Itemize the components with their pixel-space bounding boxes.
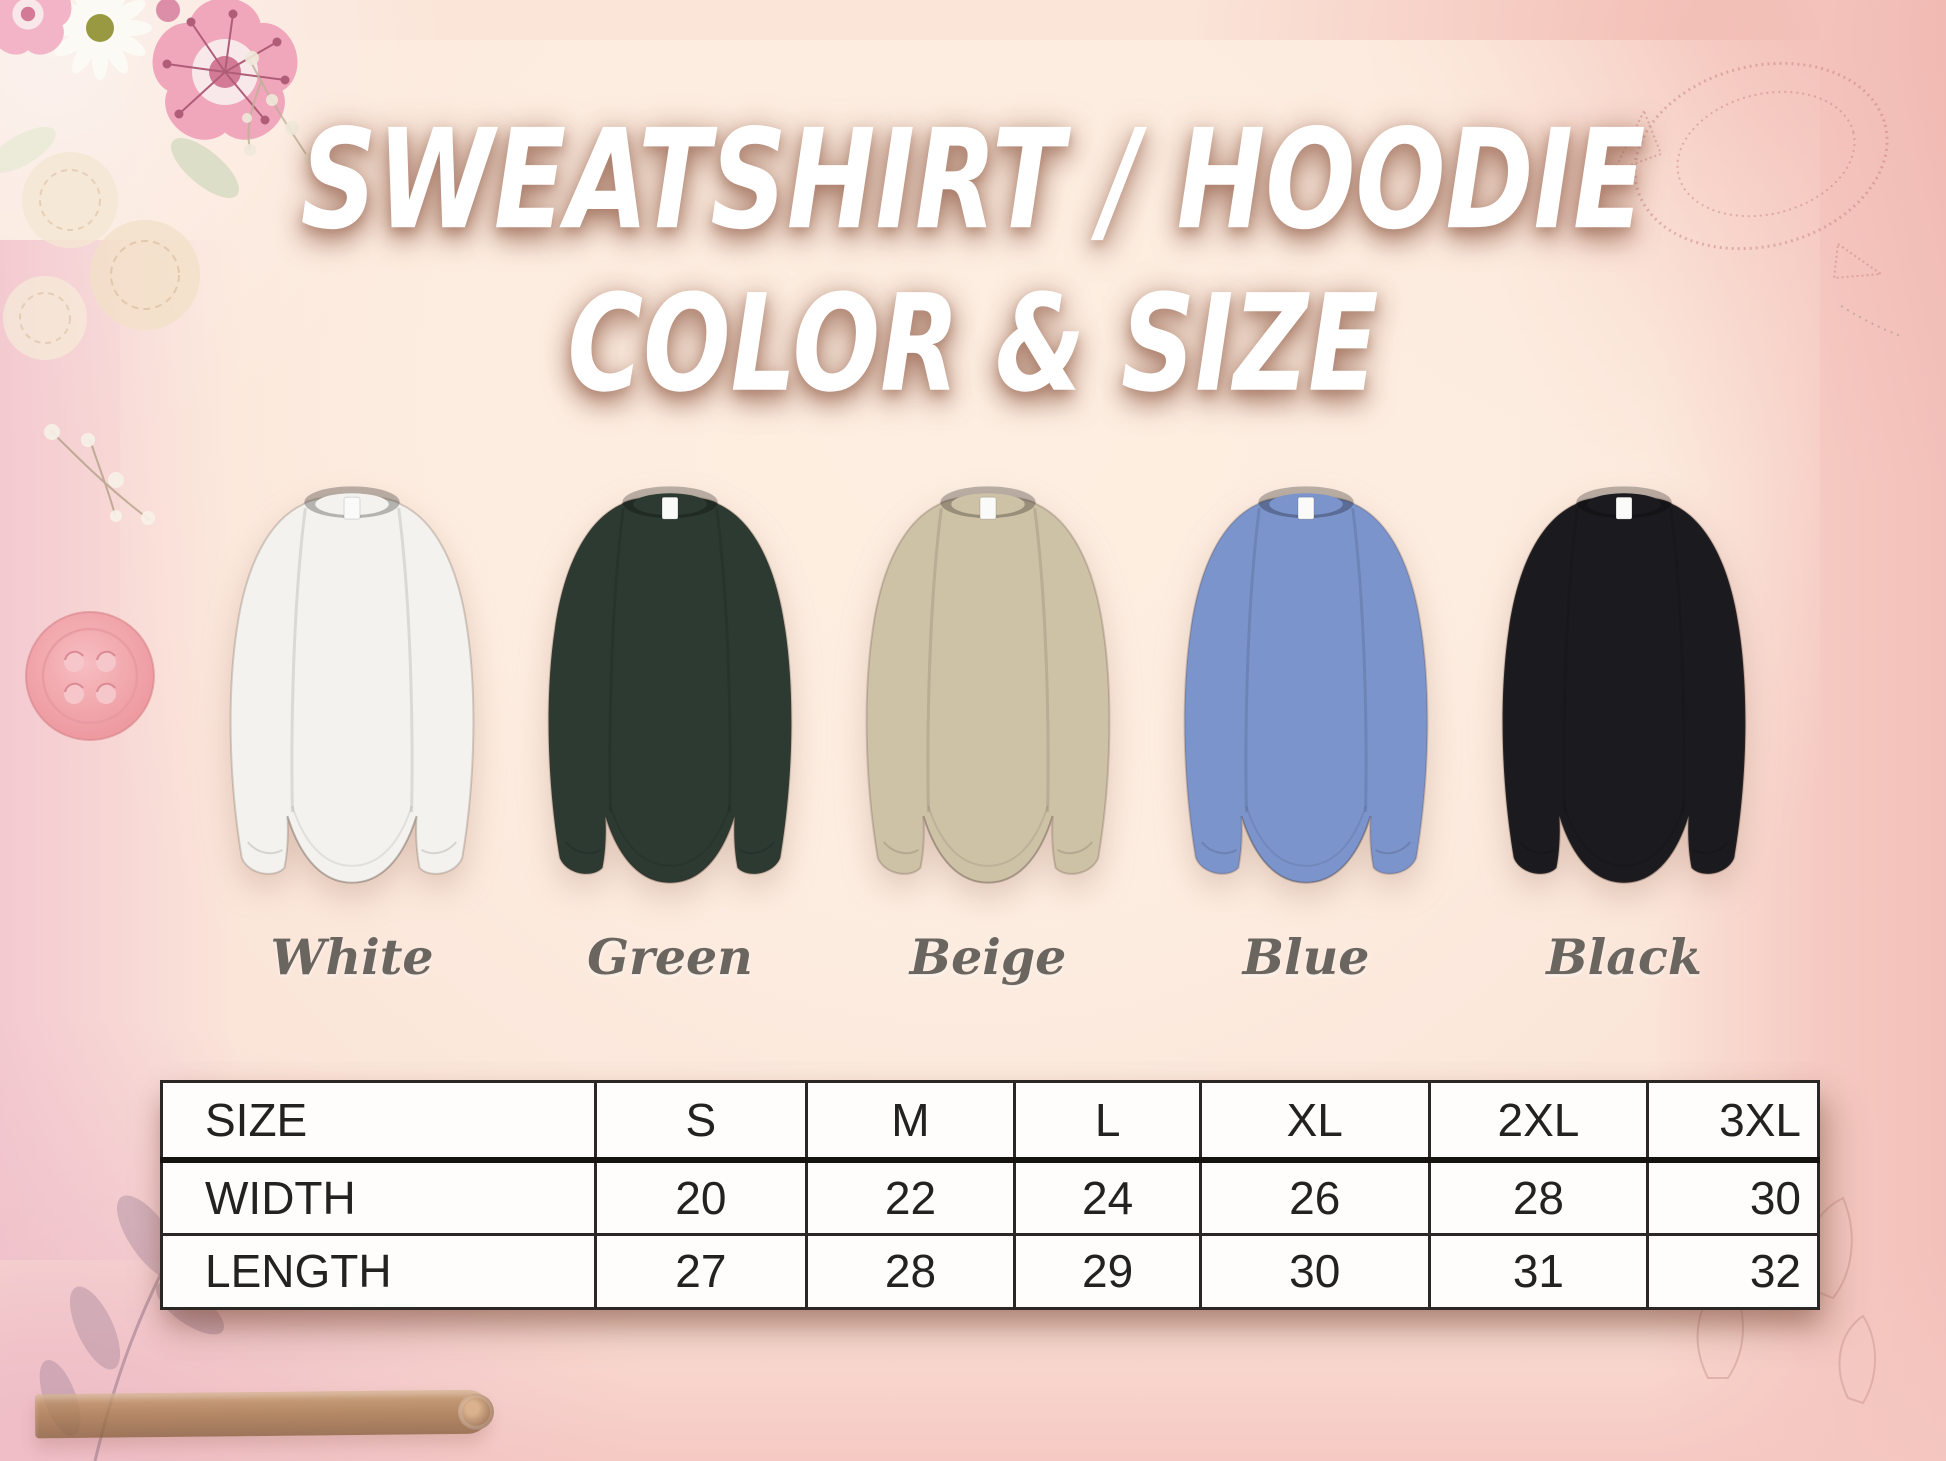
- width-value-3xl: 30: [1646, 1159, 1819, 1234]
- button-decoration-icon: [25, 611, 155, 741]
- sweatshirt-white: [203, 462, 501, 914]
- size-table-header-m: M: [804, 1081, 1015, 1160]
- sprig-decoration-icon: [44, 424, 155, 525]
- sweatshirt-icon: [839, 462, 1137, 914]
- width-row-label: WIDTH: [205, 1171, 356, 1224]
- length-value-m: 28: [804, 1234, 1015, 1309]
- width-value-xl: 26: [1198, 1159, 1430, 1234]
- sweatshirt-icon: [1157, 462, 1455, 914]
- title-line-1: SWEATSHIRT / HOODIE: [300, 99, 1646, 260]
- length-value-l: 29: [1013, 1234, 1201, 1309]
- length-value-2xl: 31: [1427, 1234, 1648, 1309]
- length-value-xl: 30: [1198, 1234, 1430, 1309]
- title-line-2: COLOR & SIZE: [567, 266, 1379, 423]
- width-value-m: 22: [804, 1159, 1015, 1234]
- sweatshirt-black: [1475, 462, 1773, 914]
- color-label-blue: Blue: [1242, 928, 1370, 986]
- sweatshirt-icon: [203, 462, 501, 914]
- size-table-header-s: S: [594, 1081, 807, 1160]
- width-value-l: 24: [1013, 1159, 1201, 1234]
- sweatshirt-icon: [1475, 462, 1773, 914]
- ribbon-bar-decoration: [34, 1389, 491, 1439]
- size-table-header-2xl: 2XL: [1427, 1081, 1648, 1160]
- color-label-black: Black: [1546, 928, 1702, 986]
- size-table-length-row: LENGTH 27 28 29 30 31 32: [162, 1234, 1819, 1309]
- color-label-green: Green: [587, 928, 753, 986]
- width-value-s: 20: [594, 1159, 807, 1234]
- color-label-white: White: [270, 928, 434, 986]
- size-table-header-l: L: [1013, 1081, 1201, 1160]
- length-row-label: LENGTH: [205, 1245, 392, 1298]
- size-table: SIZE S M L XL 2XL 3XL WIDTH 20 22 24 26 …: [160, 1080, 1820, 1310]
- sweatshirt-icon: [521, 462, 819, 914]
- size-table-header-3xl: 3XL: [1646, 1081, 1819, 1160]
- color-labels-row: White Green Beige Blue Black: [203, 928, 1773, 986]
- sweatshirt-blue: [1157, 462, 1455, 914]
- width-value-2xl: 28: [1427, 1159, 1648, 1234]
- size-table-width-row: WIDTH 20 22 24 26 28 30: [161, 1159, 1819, 1234]
- color-options-row: [203, 462, 1773, 914]
- size-table-header-xl: XL: [1198, 1081, 1430, 1160]
- sweatshirt-green: [521, 462, 819, 914]
- page-title: SWEATSHIRT / HOODIE COLOR & SIZE: [0, 96, 1946, 427]
- length-value-3xl: 32: [1646, 1234, 1819, 1309]
- size-table-header-size: SIZE: [205, 1093, 308, 1146]
- length-value-s: 27: [594, 1234, 807, 1309]
- size-table-header-row: SIZE S M L XL 2XL 3XL: [161, 1081, 1819, 1160]
- color-label-beige: Beige: [909, 928, 1067, 986]
- sweatshirt-beige: [839, 462, 1137, 914]
